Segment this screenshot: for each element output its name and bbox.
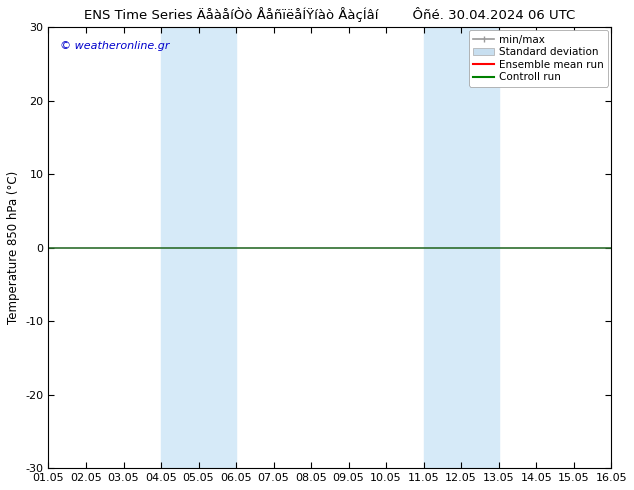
Bar [424,27,499,468]
Text: © weatheronline.gr: © weatheronline.gr [60,41,169,50]
Legend: min/max, Standard deviation, Ensemble mean run, Controll run: min/max, Standard deviation, Ensemble me… [469,30,608,87]
Y-axis label: Temperature 850 hPa (°C): Temperature 850 hPa (°C) [7,171,20,324]
Bar [161,27,236,468]
Title: ENS Time Series ÄåàåíÒò ÅåñïëåÍŸíàò ÅàçÍâí        Ôñé. 30.04.2024 06 UTC: ENS Time Series ÄåàåíÒò ÅåñïëåÍŸíàò ÅàçÍ… [84,7,576,22]
